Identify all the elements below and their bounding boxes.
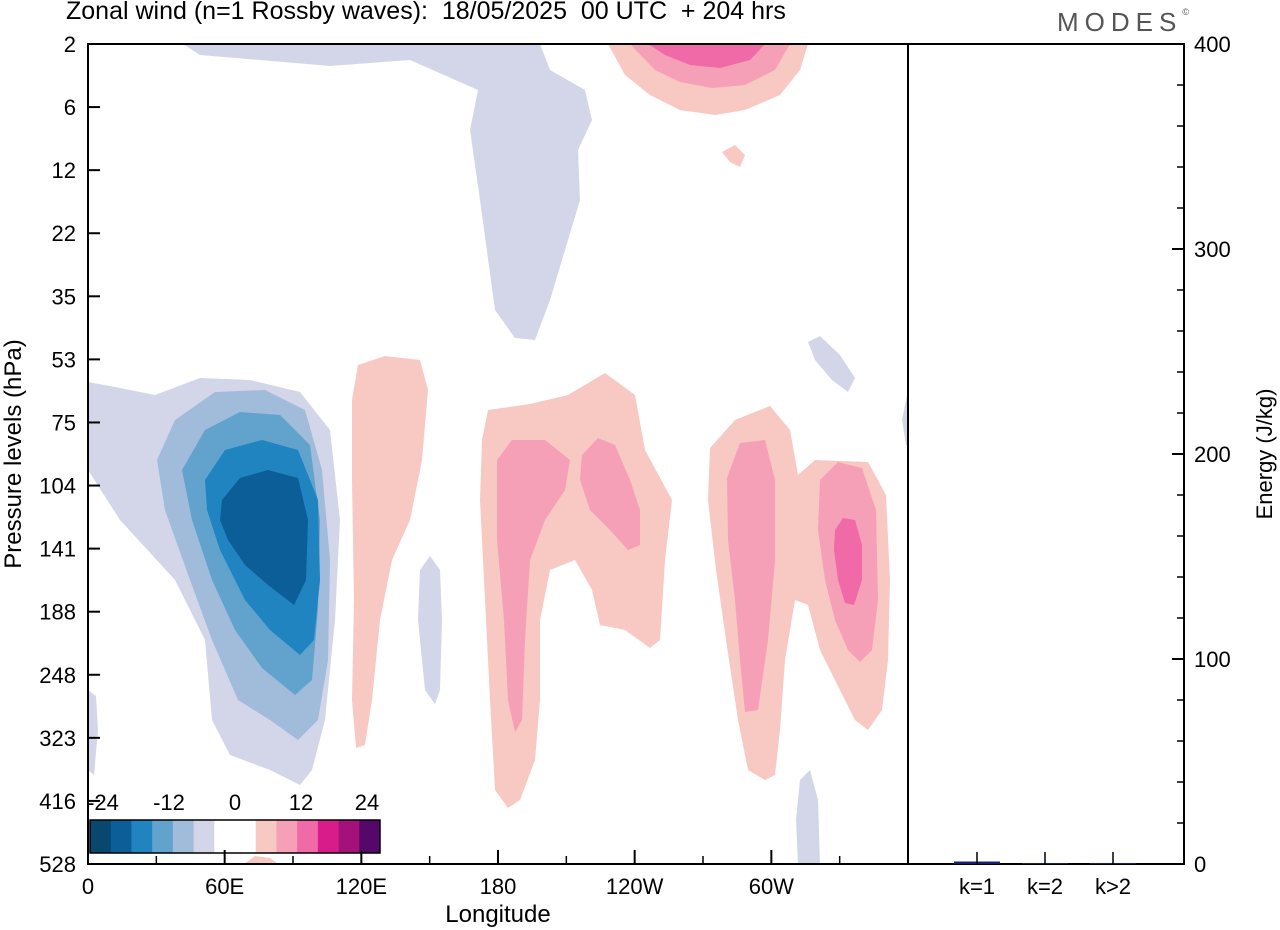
colorbar-swatch xyxy=(152,820,174,853)
colorbar-swatch xyxy=(90,820,112,853)
colorbar-swatch xyxy=(172,820,195,853)
colorbar-swatch xyxy=(235,820,257,853)
colorbar-swatch xyxy=(317,820,340,853)
energy-tick-label: 100 xyxy=(1194,647,1231,672)
x-tick-label: 0 xyxy=(82,874,94,899)
colorbar: -24 -12 0 12 24 xyxy=(87,786,382,855)
colorbar-swatch xyxy=(297,820,319,853)
y-tick-label: 2 xyxy=(64,32,76,57)
energy-tick-label: 300 xyxy=(1194,237,1231,262)
x-tick-label: 120W xyxy=(606,874,664,899)
colorbar-swatch xyxy=(338,820,360,853)
contour-pos-3 xyxy=(497,440,570,732)
energy-tick-label: 0 xyxy=(1194,852,1206,877)
contour-pos-small-1 xyxy=(722,145,745,167)
y-tick-label: 75 xyxy=(52,410,76,435)
contour-neg-small-4 xyxy=(796,770,820,864)
colorbar-border xyxy=(89,819,381,854)
y-tick-label: 323 xyxy=(39,726,76,751)
y-tick-label: 22 xyxy=(52,221,76,246)
y-tick-label: 104 xyxy=(39,474,76,499)
bar-category-label: k=2 xyxy=(1027,874,1063,899)
chart-title: Zonal wind (n=1 Rossby waves): 18/05/202… xyxy=(66,0,786,25)
bar-category-label: k=1 xyxy=(959,874,995,899)
y-tick-label: 528 xyxy=(39,852,76,877)
hovmoller-panel: -24 -12 0 12 24 0 60E 120E 180 120W 60W 2 6 12 22 35 53… xyxy=(0,32,909,928)
y-tick-label: 416 xyxy=(39,789,76,814)
bar-axes: 0 100 200 300 400 xyxy=(976,32,1231,877)
bar-marks: k=1 k=2 k>2 xyxy=(954,861,1136,899)
contour-pos-small-2 xyxy=(244,856,278,864)
contour-neg-5 xyxy=(220,470,308,605)
colorbar-swatch xyxy=(110,820,132,853)
energy-tick-label: 400 xyxy=(1194,32,1231,57)
contour-pos-top-3 xyxy=(648,44,765,68)
logo-text: MODES xyxy=(1057,7,1183,37)
x-tick-label: 60W xyxy=(749,874,794,899)
y-tick-label: 12 xyxy=(52,158,76,183)
logo-mark: © xyxy=(1182,7,1189,17)
colorbar-tick-label: 24 xyxy=(355,790,379,815)
x-tick-label: 180 xyxy=(480,874,517,899)
modes-logo: MODES© xyxy=(1057,7,1189,38)
energy-bar-panel: k=1 k=2 k>2 0 100 200 300 400 Energy (J/kg) xyxy=(907,32,1277,899)
colorbar-swatch xyxy=(359,820,381,853)
colorbar-tick-label: 12 xyxy=(289,790,313,815)
contour-neg-small-1 xyxy=(418,556,442,704)
x-tick-label: 120E xyxy=(336,874,387,899)
bar-category-label: k>2 xyxy=(1095,874,1131,899)
y-tick-label: 141 xyxy=(39,537,76,562)
colorbar-swatch xyxy=(131,820,153,853)
contour-neg-small-2 xyxy=(808,336,855,392)
colorbar-tick-label: -12 xyxy=(153,790,185,815)
y-tick-label: 53 xyxy=(52,347,76,372)
energy-axis-label: Energy (J/kg) xyxy=(1252,389,1277,520)
colorbar-tick-label: -24 xyxy=(87,790,119,815)
y-tick-label: 248 xyxy=(39,663,76,688)
contour-pos-1 xyxy=(352,356,428,748)
y-tick-label: 6 xyxy=(64,95,76,120)
heatmap-axes: 0 60E 120E 180 120W 60W 2 6 12 22 35 53 75 104 141 188 2… xyxy=(39,32,841,899)
contour-pos-8 xyxy=(834,518,862,605)
colorbar-swatch xyxy=(255,820,277,853)
x-tick-label: 60E xyxy=(205,874,244,899)
y-tick-label: 188 xyxy=(39,600,76,625)
contour-neg-small-3 xyxy=(88,690,98,775)
colorbar-swatch xyxy=(214,820,236,853)
contour-neg-small-5 xyxy=(902,390,908,445)
y-tick-label: 35 xyxy=(52,284,76,309)
colorbar-tick-label: 0 xyxy=(229,790,241,815)
energy-tick-label: 200 xyxy=(1194,442,1231,467)
colorbar-swatch xyxy=(276,820,298,853)
y-axis-label: Pressure levels (hPa) xyxy=(0,339,27,568)
contour-pos-6 xyxy=(727,440,775,712)
contour-pos-4 xyxy=(580,438,640,550)
x-axis-label: Longitude xyxy=(445,901,550,928)
contour-neg-strat xyxy=(183,44,592,340)
contour-layer xyxy=(88,44,908,864)
colorbar-swatch xyxy=(193,820,215,853)
bar-frame xyxy=(907,43,1185,865)
